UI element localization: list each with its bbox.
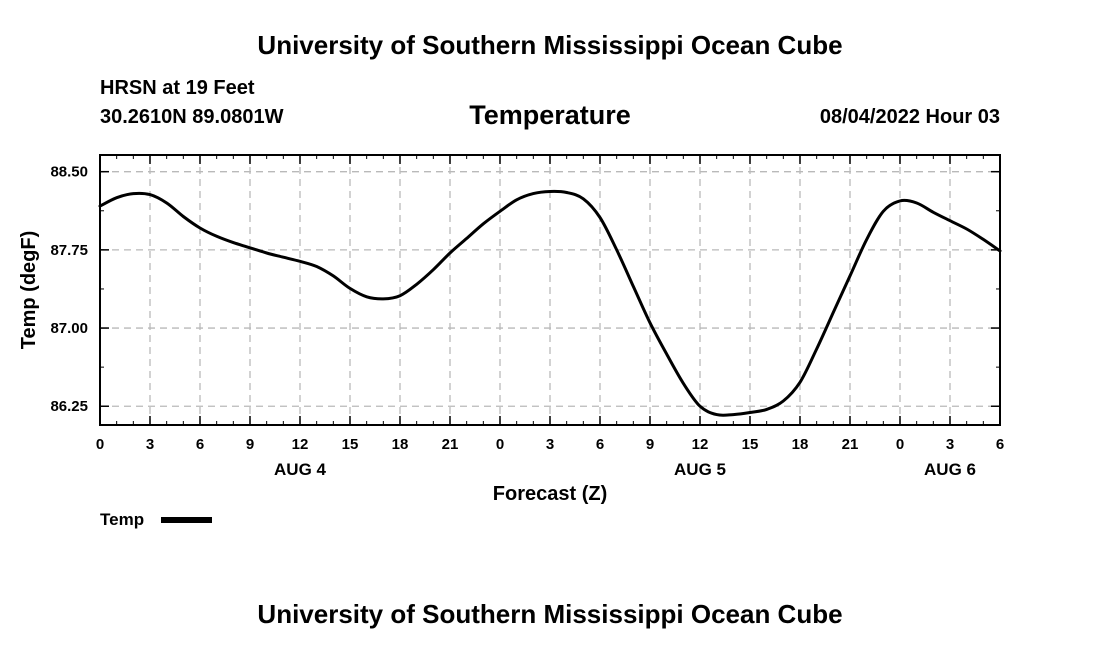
x-tick-label: 3 [546, 436, 554, 453]
x-tick-label: 6 [196, 436, 204, 453]
x-tick-label: 3 [146, 436, 154, 453]
x-tick-label: 0 [896, 436, 904, 453]
x-day-label: AUG 6 [924, 460, 976, 479]
x-tick-label: 0 [96, 436, 104, 453]
y-tick-label: 87.00 [50, 320, 88, 337]
y-tick-label: 87.75 [50, 242, 88, 259]
forecast-datetime: 08/04/2022 Hour 03 [819, 106, 1000, 128]
x-tick-label: 12 [692, 436, 709, 453]
x-tick-label: 15 [742, 436, 759, 453]
x-tick-label: 12 [292, 436, 309, 453]
variable-title: Temperature [469, 100, 631, 130]
x-tick-label: 6 [596, 436, 604, 453]
y-tick-label: 86.25 [50, 398, 88, 415]
chart-main-title: University of Southern Mississippi Ocean… [257, 30, 843, 60]
x-tick-label: 18 [392, 436, 409, 453]
x-day-label: AUG 4 [274, 460, 327, 479]
plot-frame [99, 154, 1001, 426]
footer-title: University of Southern Mississippi Ocean… [257, 599, 843, 629]
x-tick-label: 21 [842, 436, 859, 453]
x-tick-label: 15 [342, 436, 359, 453]
station-label: HRSN at 19 Feet [100, 77, 255, 99]
station-coordinates: 30.2610N 89.0801W [100, 106, 284, 128]
y-axis-title: Temp (degF) [18, 231, 40, 350]
x-tick-label: 0 [496, 436, 504, 453]
x-tick-label: 21 [442, 436, 459, 453]
series-layer [98, 189, 1002, 417]
x-tick-label: 9 [246, 436, 254, 453]
grid-lines [100, 155, 1000, 425]
x-tick-label: 3 [946, 436, 954, 453]
x-tick-label: 9 [646, 436, 654, 453]
x-tick-label: 6 [996, 436, 1004, 453]
y-tick-label: 88.50 [50, 164, 88, 181]
x-day-label: AUG 5 [674, 460, 726, 479]
legend-label-temp: Temp [100, 510, 144, 529]
tick-labels: 0 3 6 9 12 15 18 21 0 3 6 9 12 15 18 21 0 3 6 86.25 87.00 87.… [50, 164, 1004, 479]
series-line-temp [98, 189, 1002, 417]
x-tick-label: 18 [792, 436, 809, 453]
x-axis-title: Forecast (Z) [493, 483, 607, 505]
